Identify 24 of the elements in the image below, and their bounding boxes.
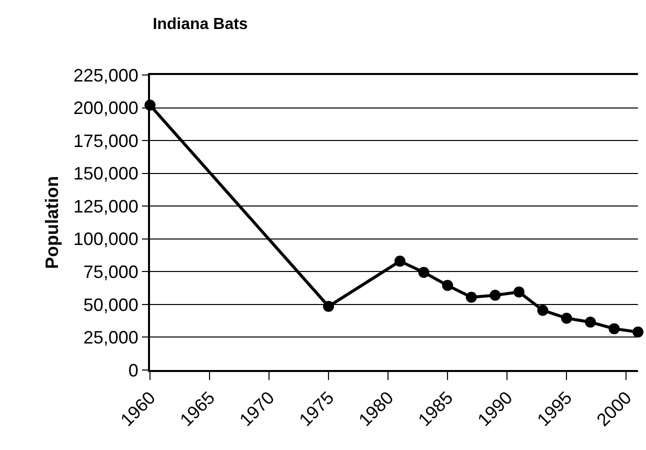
- point: [323, 300, 334, 312]
- point: [442, 280, 454, 291]
- y-tick-label: 175,000: [73, 130, 138, 151]
- y-tick-label: 100,000: [73, 229, 138, 250]
- point: [490, 290, 501, 301]
- point: [513, 286, 524, 298]
- y-tick-label: 225,000: [73, 65, 138, 86]
- y-axis-title: Population: [42, 176, 62, 269]
- point: [584, 316, 596, 328]
- y-tick-label: 125,000: [73, 196, 138, 216]
- point: [537, 304, 548, 316]
- y-tick-label: 75,000: [83, 262, 138, 282]
- y-tick-label: 25,000: [83, 328, 138, 348]
- point: [632, 326, 644, 338]
- y-tick-label: 0: [128, 360, 138, 380]
- point: [466, 292, 477, 303]
- point: [394, 256, 406, 267]
- chart-title: Indiana Bats: [152, 16, 248, 34]
- point: [418, 266, 430, 278]
- y-tick-label: 200,000: [73, 98, 138, 118]
- point: [561, 312, 572, 324]
- y-tick-label: 150,000: [73, 164, 138, 184]
- y-tick-label: 50,000: [83, 294, 138, 315]
- point: [608, 323, 620, 334]
